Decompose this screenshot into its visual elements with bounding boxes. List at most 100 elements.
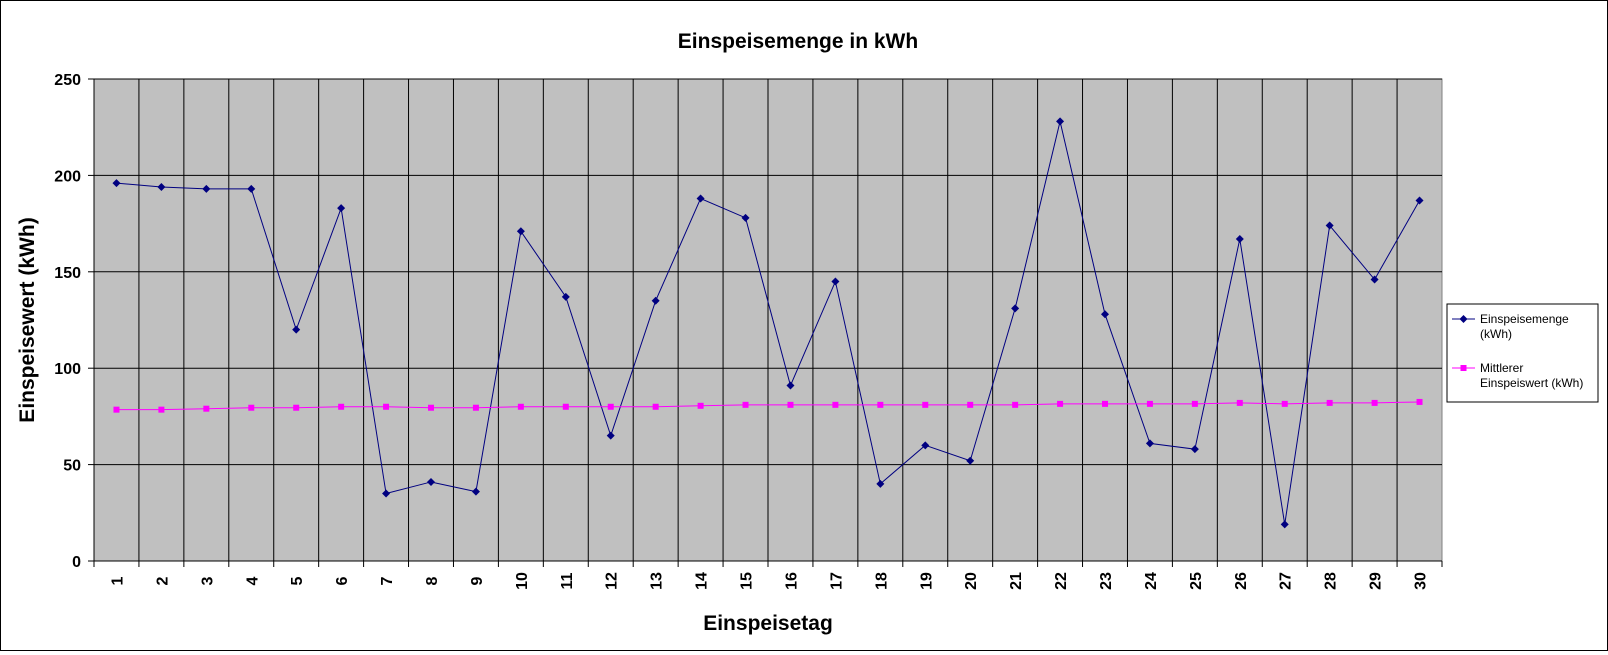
x-tick-label: 14 — [694, 572, 711, 590]
data-point — [247, 184, 256, 193]
data-point — [292, 325, 301, 334]
x-tick-label: 19 — [918, 572, 935, 590]
data-point — [338, 403, 345, 410]
data-point — [832, 401, 839, 408]
data-point — [562, 403, 569, 410]
data-point — [1190, 445, 1199, 454]
data-point — [157, 182, 166, 191]
data-point — [472, 404, 479, 411]
data-point — [652, 403, 659, 410]
data-point — [921, 441, 930, 450]
data-point — [516, 227, 525, 236]
x-tick-label: 25 — [1188, 572, 1205, 590]
legend-label: Einspeisemenge — [1480, 312, 1569, 326]
data-point — [382, 489, 391, 498]
y-tick-labels: 0 50 100 150 200 250 — [54, 72, 81, 571]
legend-marker — [1460, 365, 1467, 371]
x-tick-label: 28 — [1323, 572, 1340, 590]
x-axis-title: Einspeisetag — [703, 612, 833, 635]
gridlines — [94, 78, 1442, 561]
data-point — [741, 213, 750, 222]
series-line — [116, 121, 1420, 525]
x-tick-label: 1 — [109, 576, 126, 585]
y-tick-label: 50 — [63, 458, 81, 475]
data-point — [1011, 304, 1020, 313]
x-tick-label: 15 — [739, 572, 756, 590]
data-point — [1191, 400, 1198, 407]
y-tick-label: 100 — [54, 361, 81, 378]
x-tick-label: 13 — [649, 572, 666, 590]
y-tick-label: 150 — [54, 265, 81, 282]
data-point — [1325, 221, 1334, 230]
x-tick-label: 3 — [199, 576, 216, 585]
data-point — [1101, 310, 1109, 319]
series-2 — [113, 398, 1423, 413]
data-point — [1371, 399, 1378, 406]
data-point — [966, 456, 975, 465]
axes — [88, 78, 1443, 567]
x-tick-label: 24 — [1143, 572, 1160, 590]
data-point — [113, 406, 120, 413]
x-tick-label: 16 — [783, 572, 800, 590]
x-tick-label: 26 — [1233, 572, 1250, 590]
data-point — [1012, 401, 1019, 408]
x-tick-label: 17 — [828, 572, 845, 590]
data-point — [383, 403, 390, 410]
data-point — [337, 204, 346, 213]
chart-title: Einspeisemenge in kWh — [678, 30, 918, 53]
data-point — [1416, 398, 1423, 405]
data-point — [1057, 400, 1064, 407]
legend-label: Mittlerer — [1480, 361, 1523, 375]
x-tick-label: 29 — [1368, 572, 1385, 590]
data-point — [831, 277, 840, 286]
data-point — [112, 179, 121, 188]
data-point — [517, 403, 524, 410]
x-tick-label: 30 — [1413, 572, 1430, 590]
x-tick-label: 18 — [873, 572, 890, 590]
data-point — [428, 404, 434, 411]
series-1 — [112, 117, 1424, 529]
data-point — [427, 477, 435, 486]
data-point — [1281, 400, 1288, 407]
data-point — [922, 401, 929, 408]
data-point — [202, 184, 211, 193]
series-layer — [112, 117, 1424, 529]
legend: Einspeisemenge(kWh) MittlererEinspeiswert… — [1446, 303, 1599, 403]
y-tick-label: 250 — [54, 72, 81, 89]
data-point — [293, 404, 300, 411]
data-point — [786, 381, 795, 390]
data-point — [1146, 400, 1153, 407]
data-point — [1280, 520, 1289, 529]
y-tick-label: 200 — [54, 168, 81, 185]
x-tick-label: 7 — [379, 576, 396, 585]
x-tick-label: 27 — [1278, 572, 1295, 590]
legend-label: Einspeiswert (kWh) — [1480, 376, 1583, 390]
data-point — [1326, 399, 1333, 406]
data-point — [561, 292, 570, 301]
y-tick-label: 0 — [72, 554, 81, 571]
x-tick-label: 10 — [514, 572, 531, 590]
data-point — [606, 431, 615, 440]
series-line — [116, 401, 1420, 411]
x-tick-label: 8 — [424, 576, 441, 585]
x-tick-label: 21 — [1008, 572, 1025, 590]
data-point — [158, 406, 165, 413]
data-point — [967, 401, 974, 408]
x-tick-label: 22 — [1053, 572, 1070, 590]
data-point — [203, 405, 210, 412]
x-tick-labels: 1 2 3 4 5 6 7 8 9 10 11 12 13 14 15 16 17 18 19 20 21 22 23 24 2… — [109, 572, 1429, 590]
x-tick-label: 11 — [559, 572, 576, 589]
x-tick-label: 23 — [1098, 572, 1115, 590]
data-point — [1056, 117, 1065, 126]
data-point — [248, 404, 255, 411]
data-point — [1102, 400, 1108, 407]
data-point — [742, 401, 749, 408]
x-tick-label: 20 — [963, 572, 980, 590]
x-tick-label: 9 — [469, 576, 486, 585]
x-tick-label: 2 — [154, 576, 171, 585]
x-tick-label: 5 — [289, 576, 306, 585]
data-point — [787, 401, 794, 408]
data-point — [651, 296, 660, 305]
